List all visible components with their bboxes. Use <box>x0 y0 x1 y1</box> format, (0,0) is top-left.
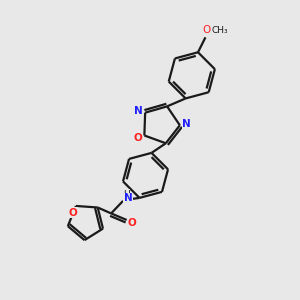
Text: N: N <box>124 194 133 203</box>
Text: O: O <box>69 208 77 218</box>
Text: H: H <box>123 190 129 199</box>
Text: N: N <box>134 106 143 116</box>
Text: O: O <box>203 26 211 35</box>
Text: O: O <box>128 218 136 228</box>
Text: N: N <box>182 119 191 129</box>
Text: CH₃: CH₃ <box>212 26 228 35</box>
Text: O: O <box>134 133 142 143</box>
